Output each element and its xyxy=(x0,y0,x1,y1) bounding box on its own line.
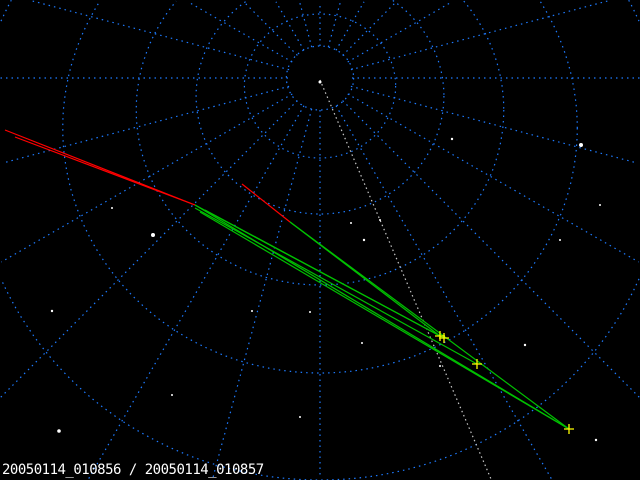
meteor-track-1b xyxy=(14,136,196,206)
azimuth-line xyxy=(347,93,639,263)
azimuth-line xyxy=(335,105,553,480)
marker-cross xyxy=(435,331,445,341)
caption-separator: / xyxy=(128,462,137,478)
star xyxy=(439,365,441,367)
azimuth-line xyxy=(350,0,610,71)
azimuth-line xyxy=(243,1,298,56)
star xyxy=(299,416,301,418)
azimuth-line xyxy=(1,93,293,263)
altitude-circle xyxy=(243,13,397,159)
star xyxy=(151,233,155,237)
star xyxy=(309,311,311,313)
frame-caption: 20050114_010856 / 20050114_010857 xyxy=(2,462,264,478)
azimuth-line xyxy=(335,1,365,51)
meteor-track-1-green-e xyxy=(204,209,445,339)
star xyxy=(559,239,561,241)
frame-end: 20050114_010857 xyxy=(144,462,264,478)
star xyxy=(251,310,253,312)
altitude-circle xyxy=(285,45,355,111)
star xyxy=(579,143,583,147)
azimuth-line xyxy=(347,1,452,63)
meteor-track-1-green-c xyxy=(194,207,478,365)
meteor-track-2 xyxy=(241,183,291,223)
meridian-line xyxy=(319,79,492,480)
azimuth-line xyxy=(211,108,313,480)
star xyxy=(523,343,527,347)
altitude-circle xyxy=(62,1,578,374)
star xyxy=(318,80,322,84)
stars xyxy=(50,80,601,442)
azimuth-line xyxy=(87,105,305,480)
marker-cross xyxy=(439,333,449,343)
star xyxy=(57,429,61,433)
frame-start: 20050114_010856 xyxy=(2,462,121,478)
azimuth-line xyxy=(275,1,305,51)
star xyxy=(361,342,363,344)
meteor-tracks xyxy=(4,129,570,430)
azimuth-line xyxy=(342,100,640,399)
meteor-track-1-green-d xyxy=(199,211,570,430)
azimuth-line xyxy=(342,1,397,56)
azimuth-line xyxy=(298,0,313,48)
star xyxy=(450,137,454,141)
azimuth-line xyxy=(30,0,290,71)
star xyxy=(171,394,173,396)
star xyxy=(599,204,601,206)
star xyxy=(50,309,54,313)
star xyxy=(594,438,598,442)
star xyxy=(111,207,113,209)
azimuth-line xyxy=(0,100,298,399)
azimuth-line xyxy=(327,0,342,48)
star xyxy=(350,222,352,224)
meteor-track-2-green-b xyxy=(289,221,570,430)
star xyxy=(379,219,381,221)
marker-cross xyxy=(472,359,482,369)
radiant-markers xyxy=(435,331,574,434)
marker-cross xyxy=(564,424,574,434)
star xyxy=(362,238,366,242)
azimuth-line xyxy=(188,1,293,63)
